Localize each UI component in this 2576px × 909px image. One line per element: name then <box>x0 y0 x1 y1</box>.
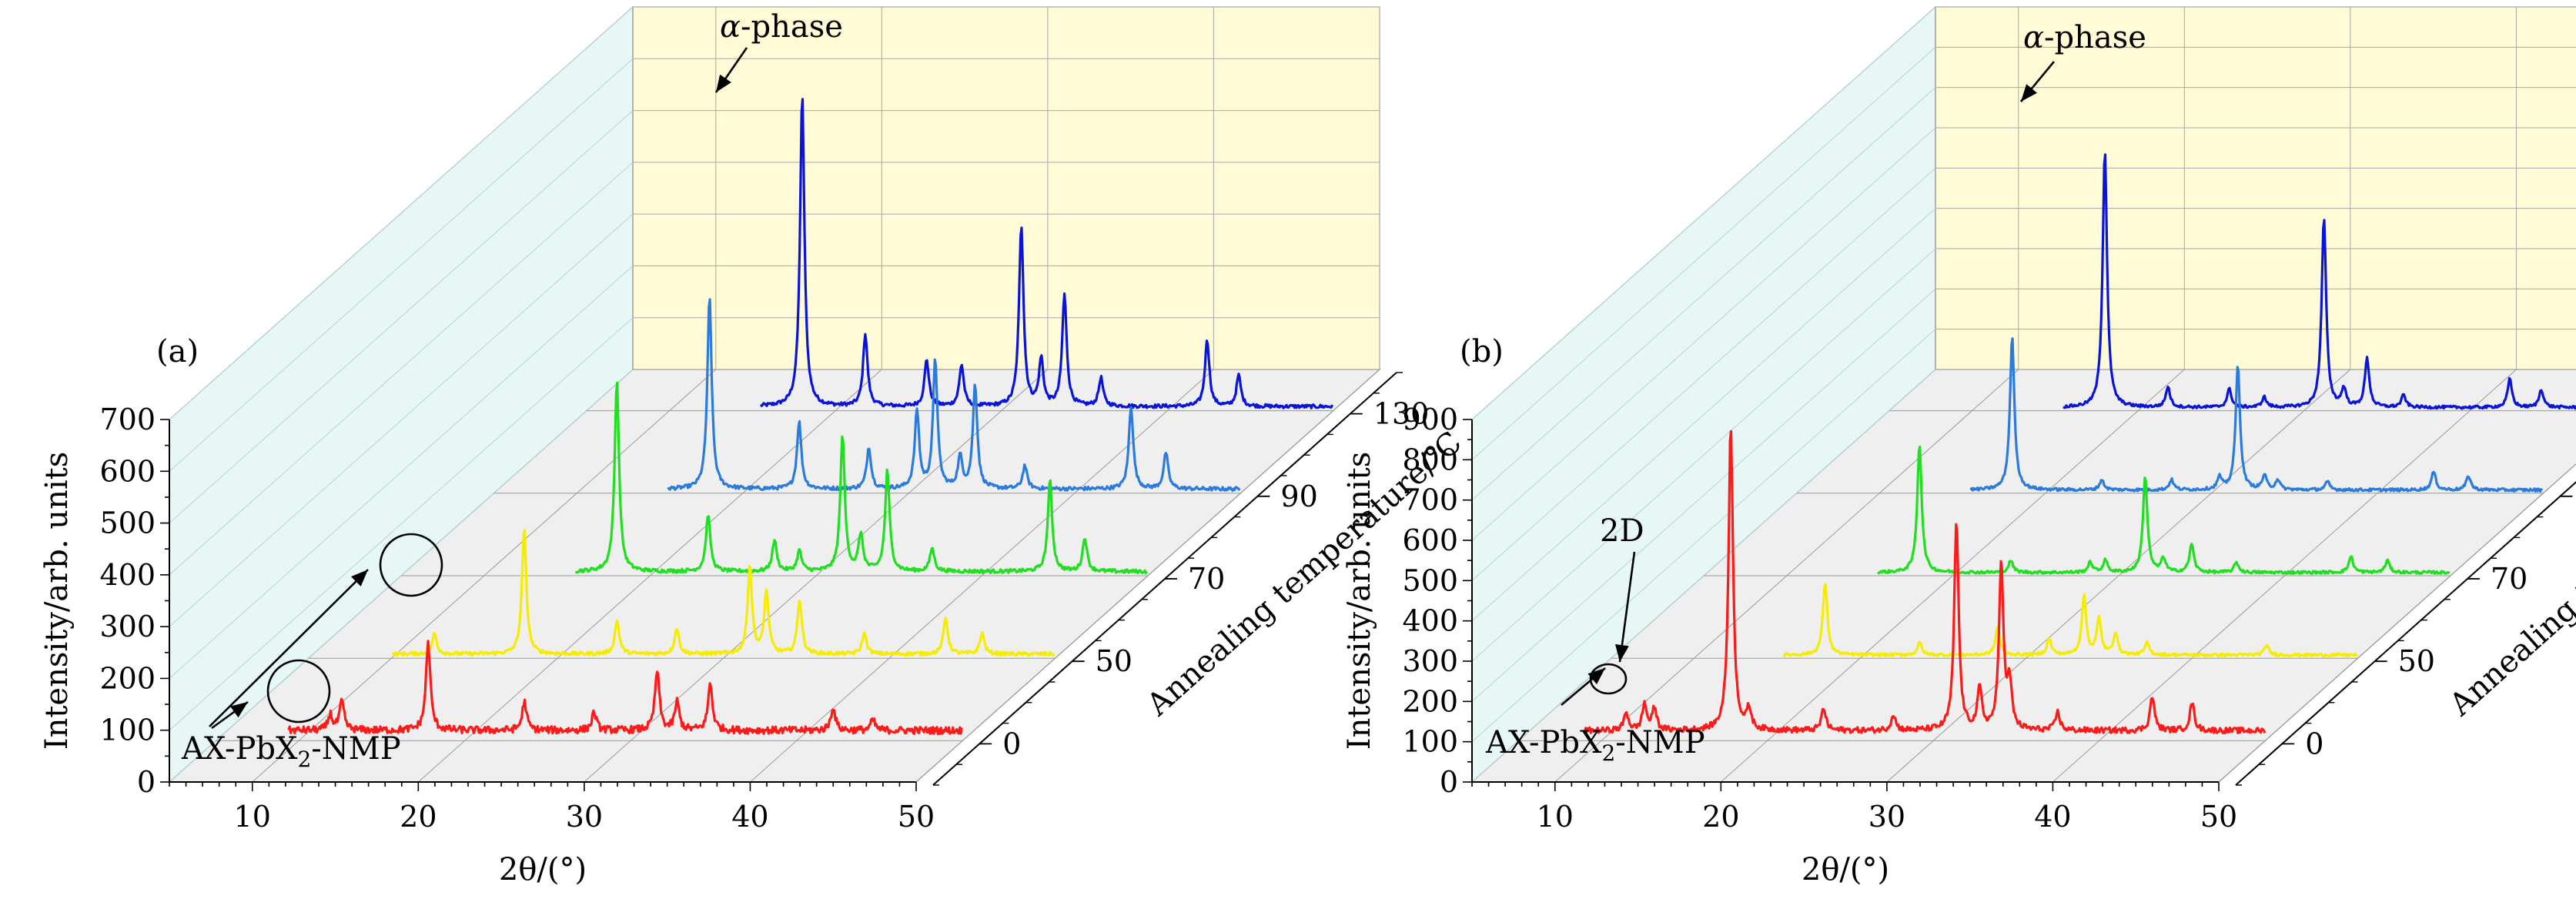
annotation-alpha-phase: α-phase <box>2023 20 2146 55</box>
y-tick-label: 600 <box>1402 523 1458 557</box>
side-wall-grid <box>1471 288 1936 702</box>
z-tick-label: 90 <box>1280 480 1317 513</box>
arrow-head <box>351 570 368 587</box>
x-tick-label: 20 <box>400 800 437 834</box>
x-axis-title: 2θ/(°) <box>499 852 587 887</box>
side-wall-grid <box>169 317 634 731</box>
side-wall-grid <box>1471 167 1936 581</box>
series-line-70 <box>574 381 1149 575</box>
series-line-50 <box>1782 583 2358 658</box>
z-tick-label: 70 <box>2491 562 2527 596</box>
y-tick-label: 0 <box>137 765 156 799</box>
side-wall-grid <box>1471 46 1936 460</box>
z-tick-label: 50 <box>1096 644 1132 678</box>
y-tick-label: 700 <box>1402 483 1458 517</box>
z-tick-label: 70 <box>1188 562 1225 596</box>
y-tick-label: 600 <box>99 454 156 488</box>
side-wall-grid <box>169 213 634 627</box>
y-tick-label: 200 <box>1402 684 1458 718</box>
series-line-130 <box>759 98 1333 409</box>
series-line-130 <box>2062 153 2576 410</box>
y-tick-label: 300 <box>99 610 156 643</box>
back-wall <box>1935 6 2576 370</box>
x-tick-label: 40 <box>2034 800 2071 834</box>
x-tick-label: 30 <box>1868 800 1905 834</box>
marker-circle <box>1589 663 1628 695</box>
y-axis-title: Intensity/arb. units <box>1342 452 1377 750</box>
y-tick-label: 100 <box>1402 725 1458 759</box>
side-wall-grid <box>169 162 634 576</box>
z-tick-label: 0 <box>2305 727 2323 760</box>
x-tick-label: 50 <box>898 800 935 834</box>
y-tick-label: 900 <box>1402 403 1458 436</box>
panel-b: 10 20 30 40 502θ/(°)010020030040050060070080… <box>1342 5 2576 887</box>
x-tick-label: 10 <box>1537 800 1574 834</box>
x-tick-label: 30 <box>566 800 603 834</box>
panel-a: 10 20 30 40 502θ/(°)0100200300400500600700In… <box>39 5 1469 887</box>
side-wall-grid <box>1471 6 1936 420</box>
y-tick-label: 500 <box>99 506 156 540</box>
annotation-alpha-phase: α-phase <box>720 9 843 45</box>
side-wall-grid <box>1471 208 1936 622</box>
panel-label: (b) <box>1460 334 1504 369</box>
y-tick-label: 400 <box>99 558 156 592</box>
y-tick-label: 400 <box>1402 604 1458 638</box>
x-tick-label: 50 <box>2200 800 2237 834</box>
z-tick-label: 0 <box>1002 727 1021 760</box>
marker-circle <box>379 533 443 597</box>
x-tick-label: 20 <box>1702 800 1739 834</box>
y-tick-label: 200 <box>99 661 156 695</box>
y-tick-label: 0 <box>1440 765 1458 799</box>
arrow-line <box>209 569 369 727</box>
y-axis-title: Intensity/arb. units <box>39 452 75 750</box>
arrow-head <box>2021 84 2037 102</box>
side-wall-grid <box>1471 248 1936 662</box>
x-axis-title: 2θ/(°) <box>1802 852 1889 887</box>
x-tick-label: 40 <box>731 800 768 834</box>
side-wall-grid <box>169 6 634 420</box>
y-tick-label: 700 <box>99 403 156 436</box>
side-wall-grid <box>169 110 634 523</box>
y-tick-label: 500 <box>1402 563 1458 597</box>
side-wall-grid <box>1471 127 1936 541</box>
marker-circle <box>266 659 331 724</box>
arrow-head <box>716 74 731 92</box>
arrow-head <box>1587 668 1605 685</box>
z-tick-label: 50 <box>2398 644 2435 678</box>
back-wall <box>632 6 1380 370</box>
series-line-0 <box>287 640 963 736</box>
y-tick-label: 100 <box>99 713 156 747</box>
series-line-50 <box>392 529 1055 657</box>
series-line-90 <box>1969 337 2544 493</box>
arrow-head <box>1615 644 1629 662</box>
series-line-90 <box>667 298 1241 493</box>
side-wall-grid <box>169 266 634 679</box>
series-line-0 <box>1583 429 2267 735</box>
arrow-head <box>229 702 248 718</box>
y-tick-label: 800 <box>1402 443 1458 476</box>
z-tick-label: 130 <box>1373 397 1430 431</box>
y-tick-label: 300 <box>1402 644 1458 678</box>
panel-label: (a) <box>156 334 199 369</box>
annotation-ax-pbx2-nmp: AX-PbX2-NMP <box>1485 725 1705 766</box>
arrow-line <box>1618 551 1636 663</box>
series-line-70 <box>1877 445 2451 576</box>
x-tick-label: 10 <box>234 800 271 834</box>
side-wall-grid <box>1471 87 1936 501</box>
annotation-ax-pbx2-nmp: AX-PbX2-NMP <box>181 731 401 772</box>
annotation-2d: 2D <box>1600 513 1644 549</box>
side-wall-grid <box>1471 329 1936 743</box>
side-wall-grid <box>169 58 634 472</box>
